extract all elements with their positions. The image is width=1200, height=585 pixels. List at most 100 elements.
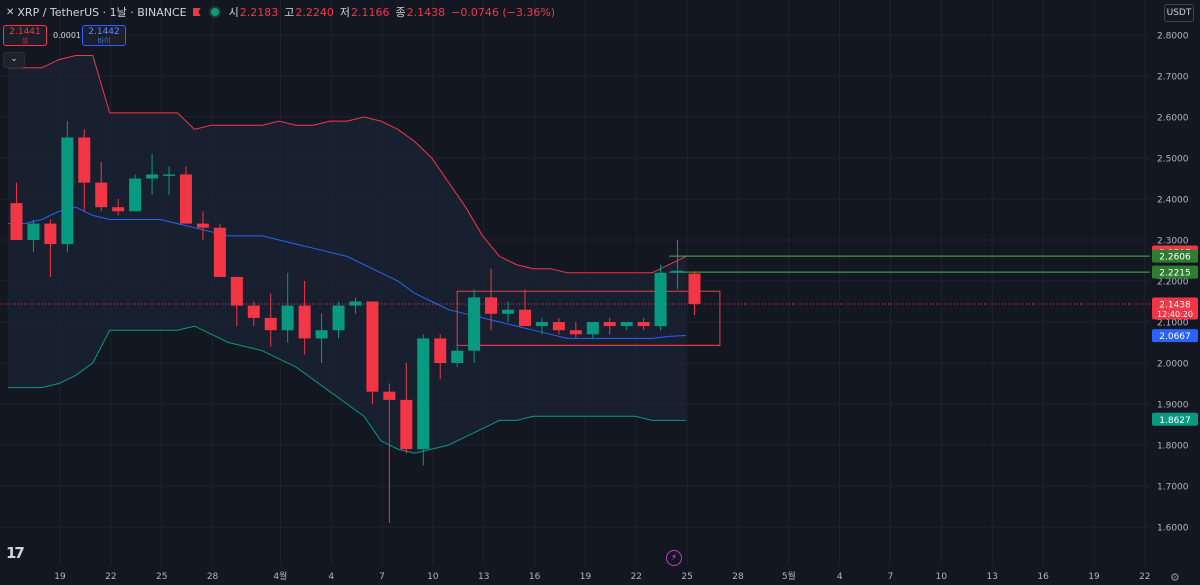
basis-line <box>8 206 687 339</box>
candle <box>552 317 565 335</box>
candle-body <box>451 350 464 363</box>
candle-body <box>196 223 209 228</box>
price-label-text: 2.2606 <box>1159 253 1191 263</box>
tradingview-logo-icon[interactable]: 17 <box>6 544 25 562</box>
candle <box>671 240 684 290</box>
candle <box>468 289 481 363</box>
candle-body <box>10 203 23 240</box>
candle <box>451 342 464 368</box>
countdown-label: 12:40:20 <box>1157 310 1193 319</box>
buy-price: 2.1442 <box>88 27 120 37</box>
candle <box>400 363 413 454</box>
candle-body <box>129 178 142 212</box>
candle-body <box>603 322 616 327</box>
price-tick-label: 2.0000 <box>1157 360 1189 370</box>
candle <box>179 166 192 224</box>
candle-body <box>179 174 192 224</box>
time-tick-label: 13 <box>987 572 998 582</box>
sell-button[interactable]: 2.1441 셀 <box>3 25 47 46</box>
price-tick-label: 1.9000 <box>1157 401 1189 411</box>
change-value: −0.0746 (−3.36%) <box>451 5 556 19</box>
candle <box>298 281 311 355</box>
candle-body <box>569 330 582 335</box>
flag-icon[interactable] <box>192 8 201 16</box>
price-tick-label: 1.7000 <box>1157 483 1189 493</box>
price-label-bg <box>1152 265 1198 279</box>
candle <box>230 276 243 327</box>
close-label: 종 <box>395 6 406 19</box>
time-tick-label: 25 <box>681 572 692 582</box>
symbol-title[interactable]: XRP / TetherUS · 1날 · BINANCE <box>17 6 187 19</box>
price-tick-label: 2.1000 <box>1157 319 1189 329</box>
candle-body <box>400 399 413 450</box>
time-tick-label: 28 <box>207 572 219 582</box>
price-label-text: 2.1438 <box>1159 301 1191 311</box>
time-tick-label: 5월 <box>782 570 796 582</box>
time-tick-label: 25 <box>156 572 167 582</box>
candle-body <box>349 301 362 306</box>
candle <box>264 293 277 347</box>
chart-drawings <box>0 255 1150 346</box>
candle-body <box>44 223 57 245</box>
price-tick-label: 2.2000 <box>1157 278 1189 288</box>
price-label: 2.0667 <box>1152 329 1198 343</box>
time-tick-label: 28 <box>732 572 744 582</box>
price-label-text: 1.8627 <box>1159 416 1191 426</box>
candle-body <box>688 273 701 304</box>
high-value: 2.2240 <box>295 5 334 19</box>
time-tick-label: 13 <box>478 572 489 582</box>
time-tick-label: 19 <box>54 572 66 582</box>
time-tick-label: 4월 <box>273 570 287 582</box>
candle-body <box>213 227 226 277</box>
time-tick-label: 4 <box>328 572 334 582</box>
candle-body <box>485 297 498 314</box>
candle-body <box>298 305 311 339</box>
lightning-icon[interactable]: ⚡ <box>666 550 682 566</box>
time-tick-label: 19 <box>1088 572 1100 582</box>
candle <box>281 272 294 343</box>
price-labels: 2.27072.26062.22152.143812:40:202.06671.… <box>1152 245 1198 426</box>
candle-body <box>163 174 176 176</box>
chevron-down-icon[interactable]: ⌄ <box>3 52 25 68</box>
candle <box>95 162 108 212</box>
price-tick-label: 2.6000 <box>1157 114 1189 124</box>
price-label: 1.8627 <box>1152 412 1198 426</box>
candle <box>586 322 599 339</box>
price-tick-label: 1.6000 <box>1157 524 1189 534</box>
currency-button[interactable]: USDT <box>1164 4 1194 22</box>
settings-icon[interactable]: ⚙ <box>1170 571 1180 584</box>
candle-body <box>637 322 650 327</box>
time-tick-label: 16 <box>1037 572 1049 582</box>
candle <box>27 219 40 253</box>
price-label-text: 2.2215 <box>1159 269 1191 279</box>
candle-body <box>146 174 159 179</box>
candle-body <box>417 338 430 450</box>
time-tick-label: 16 <box>529 572 541 582</box>
price-label: 2.2606 <box>1152 249 1198 263</box>
buy-label: 바이 <box>97 37 111 45</box>
chart-header: ✕ XRP / TetherUS · 1날 · BINANCE 시 2.2183… <box>6 4 561 20</box>
candle <box>315 313 328 363</box>
candle <box>349 297 362 314</box>
candle-body <box>264 317 277 331</box>
candle-body <box>315 330 328 339</box>
time-tick-label: 10 <box>936 572 948 582</box>
candle <box>434 334 447 380</box>
close-value: 2.1438 <box>406 5 446 19</box>
candle-body <box>281 305 294 331</box>
time-tick-label: 7 <box>379 572 385 582</box>
price-axis-bg <box>1150 0 1200 585</box>
candle <box>620 322 633 331</box>
candle-body <box>671 270 684 273</box>
price-tick-label: 2.5000 <box>1157 155 1189 165</box>
candle <box>78 129 91 212</box>
candle-body <box>434 338 447 363</box>
price-axis: 2.8000 2.7000 2.6000 2.5000 2.4000 2.3000 2.20… <box>1150 0 1200 585</box>
time-tick-label: 22 <box>631 572 642 582</box>
candle <box>417 334 430 466</box>
buy-button[interactable]: 2.1442 바이 <box>82 25 126 46</box>
price-label: 2.2215 <box>1152 265 1198 279</box>
price-tick-label: 2.8000 <box>1157 32 1189 42</box>
